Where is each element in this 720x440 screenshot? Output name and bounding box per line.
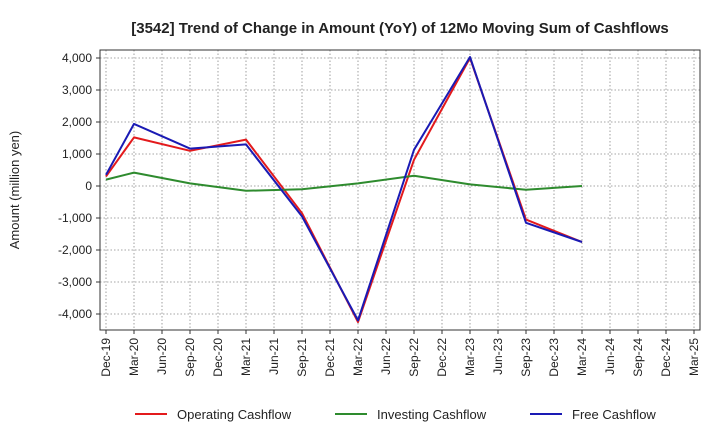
y-tick-label: -1,000 xyxy=(58,211,92,225)
x-tick-label: Dec-23 xyxy=(547,338,561,377)
axis-layer: 4,000 3,000 2,000 1,000 0 -1,000 -2,000 -3,000 -… xyxy=(58,49,701,377)
plot-border xyxy=(99,49,701,331)
investing-cashflow-line xyxy=(105,171,583,192)
y-tick-label: 0 xyxy=(85,179,92,193)
chart-title: [3542] Trend of Change in Amount (YoY) o… xyxy=(131,20,669,37)
x-tick-label: Mar-23 xyxy=(463,338,477,376)
x-tick-label: Dec-24 xyxy=(659,338,673,377)
x-tick-label: Jun-21 xyxy=(267,338,281,375)
x-tick-label: Jun-24 xyxy=(603,338,617,375)
y-tick-label: -4,000 xyxy=(58,307,92,321)
x-tick-label: Jun-23 xyxy=(491,338,505,375)
x-tick-label: Mar-20 xyxy=(127,338,141,376)
x-tick-label: Mar-22 xyxy=(351,338,365,376)
y-tick-label: 4,000 xyxy=(62,51,92,65)
y-axis-label: Amount (million yen) xyxy=(7,131,22,250)
x-tick-label: Mar-21 xyxy=(239,338,253,376)
investing-cashflow-legend-label: Investing Cashflow xyxy=(377,407,487,422)
x-tick-label: Sep-22 xyxy=(407,338,421,377)
free-cashflow-line xyxy=(105,56,583,322)
x-tick-label: Sep-24 xyxy=(631,338,645,377)
x-tick-label: Sep-23 xyxy=(519,338,533,377)
x-tick-label: Dec-22 xyxy=(435,338,449,377)
y-tick-label: -3,000 xyxy=(58,275,92,289)
x-tick-label: Dec-20 xyxy=(211,338,225,377)
legend: Operating Cashflow Investing Cashflow Free… xyxy=(135,407,656,422)
x-tick-label: Mar-24 xyxy=(575,338,589,376)
y-tick-label: -2,000 xyxy=(58,243,92,257)
y-tick-label: 1,000 xyxy=(62,147,92,161)
grid-layer xyxy=(100,50,700,330)
x-tick-label: Dec-19 xyxy=(99,338,113,377)
series-layer xyxy=(105,56,583,323)
y-tick-label: 3,000 xyxy=(62,83,92,97)
x-tick-label: Sep-21 xyxy=(295,338,309,377)
free-cashflow-legend-label: Free Cashflow xyxy=(572,407,656,422)
y-tick-label: 2,000 xyxy=(62,115,92,129)
operating-cashflow-legend-label: Operating Cashflow xyxy=(177,407,292,422)
x-tick-label: Jun-20 xyxy=(155,338,169,375)
x-tick-label: Jun-22 xyxy=(379,338,393,375)
x-tick-label: Sep-20 xyxy=(183,338,197,377)
x-tick-label: Mar-25 xyxy=(687,338,701,376)
x-tick-label: Dec-21 xyxy=(323,338,337,377)
